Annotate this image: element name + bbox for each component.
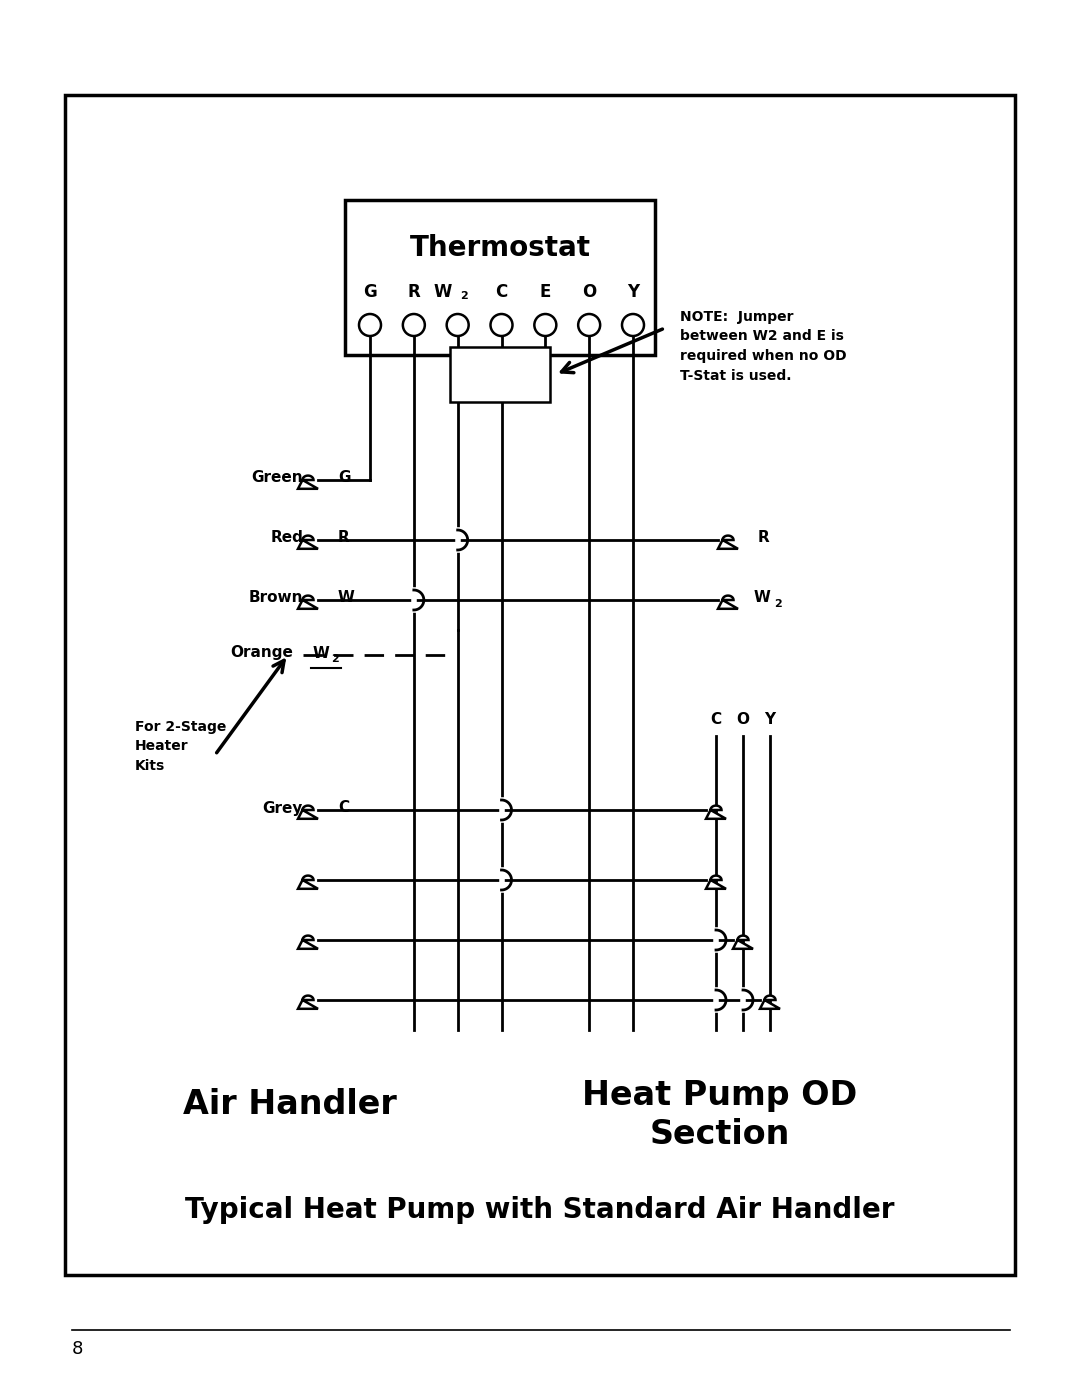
Circle shape: [490, 314, 513, 337]
Text: 2: 2: [330, 654, 339, 664]
Polygon shape: [298, 806, 318, 819]
Text: C: C: [496, 284, 508, 300]
Text: NOTE:  Jumper
between W2 and E is
required when no OD
T-Stat is used.: NOTE: Jumper between W2 and E is require…: [680, 310, 847, 383]
Polygon shape: [706, 876, 726, 888]
Polygon shape: [760, 996, 780, 1009]
Polygon shape: [706, 806, 726, 819]
Text: W: W: [313, 645, 329, 661]
Polygon shape: [298, 876, 318, 888]
Text: E: E: [540, 284, 551, 300]
Text: W: W: [433, 284, 451, 300]
Polygon shape: [298, 475, 318, 489]
Text: R: R: [338, 531, 350, 545]
Text: W: W: [338, 591, 355, 605]
Text: R: R: [407, 284, 420, 300]
Circle shape: [535, 314, 556, 337]
Text: Y: Y: [765, 712, 775, 728]
Text: For 2-Stage
Heater
Kits: For 2-Stage Heater Kits: [135, 719, 227, 773]
Text: R: R: [758, 531, 770, 545]
Text: Typical Heat Pump with Standard Air Handler: Typical Heat Pump with Standard Air Hand…: [186, 1196, 894, 1224]
Polygon shape: [298, 936, 318, 949]
Text: Brown: Brown: [248, 591, 303, 605]
Polygon shape: [733, 936, 753, 949]
Text: Y: Y: [626, 284, 639, 300]
Text: Grey: Grey: [262, 800, 303, 816]
Polygon shape: [298, 595, 318, 609]
Polygon shape: [298, 996, 318, 1009]
Text: 8: 8: [72, 1340, 83, 1358]
Text: G: G: [338, 471, 351, 486]
Polygon shape: [718, 595, 738, 609]
Text: Orange: Orange: [230, 645, 293, 661]
Polygon shape: [298, 535, 318, 549]
Text: 2: 2: [460, 291, 468, 300]
Circle shape: [447, 314, 469, 337]
Circle shape: [359, 314, 381, 337]
Text: C: C: [338, 800, 349, 816]
Circle shape: [403, 314, 424, 337]
Text: Green: Green: [252, 471, 303, 486]
Text: C: C: [711, 712, 721, 728]
Text: O: O: [737, 712, 750, 728]
Text: O: O: [582, 284, 596, 300]
Text: Air Handler: Air Handler: [184, 1088, 396, 1122]
Text: 2: 2: [774, 599, 782, 609]
Bar: [345, 200, 654, 355]
Bar: [449, 346, 551, 402]
Text: G: G: [363, 284, 377, 300]
Bar: [65, 95, 1015, 1275]
Circle shape: [622, 314, 644, 337]
Text: W: W: [754, 591, 771, 605]
Text: Heat Pump OD
Section: Heat Pump OD Section: [582, 1080, 858, 1151]
Text: Thermostat: Thermostat: [409, 235, 591, 263]
Polygon shape: [718, 535, 738, 549]
Text: Red: Red: [270, 531, 303, 545]
Circle shape: [578, 314, 600, 337]
